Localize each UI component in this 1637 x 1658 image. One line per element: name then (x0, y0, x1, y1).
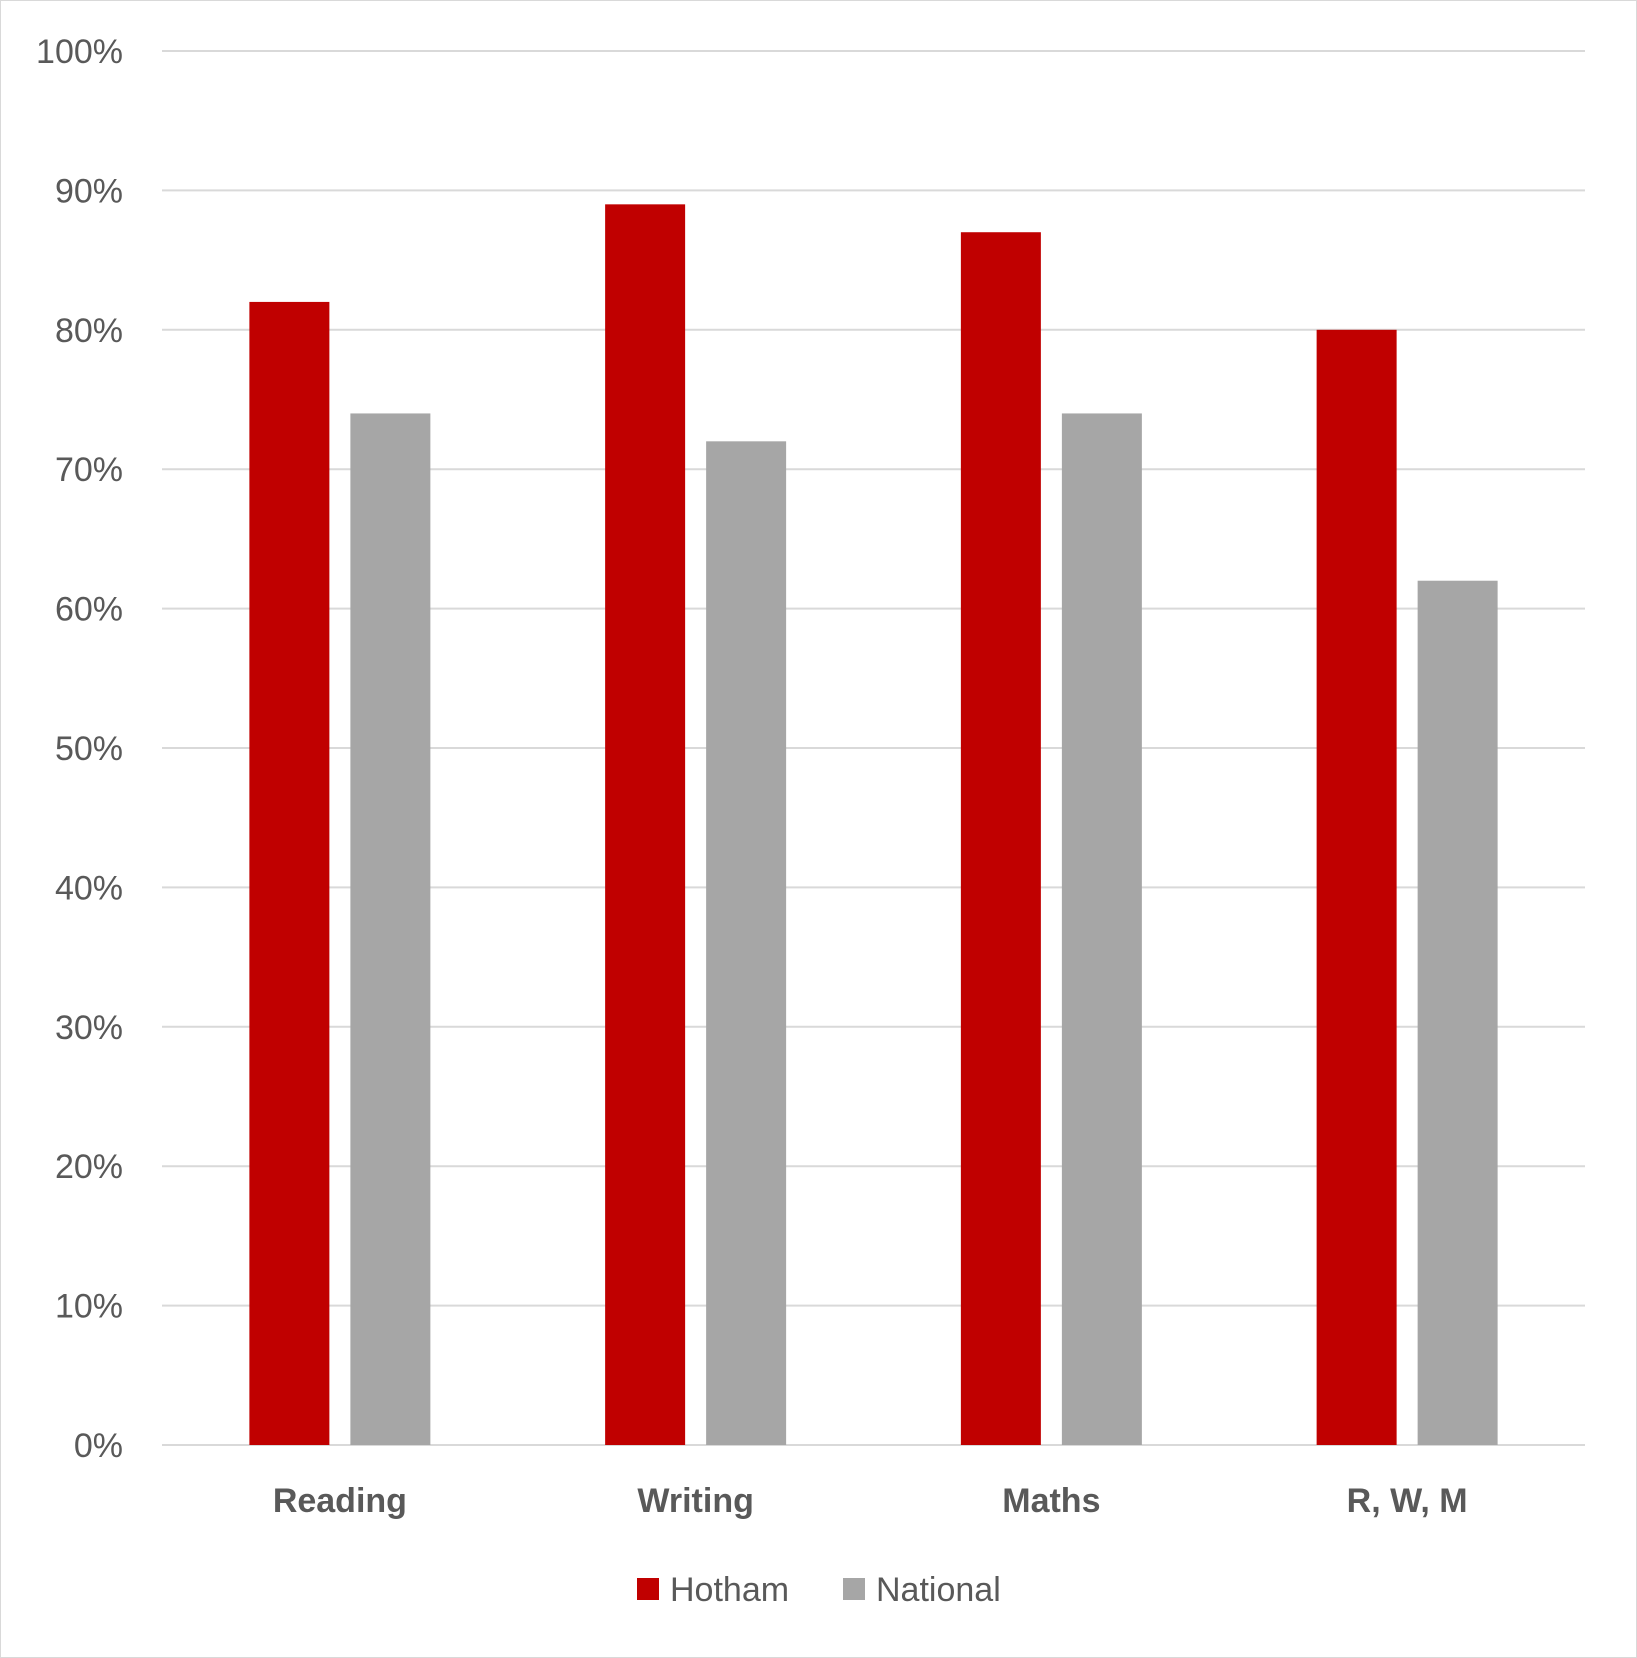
bar-national-3 (1417, 580, 1498, 1445)
y-tick-label: 100% (36, 33, 123, 71)
category-label: R, W, M (1347, 1482, 1468, 1520)
bar-hotham-0 (249, 301, 330, 1445)
bar-hotham-1 (605, 204, 686, 1446)
category-label: Maths (1002, 1482, 1100, 1520)
y-tick-label: 0% (74, 1427, 123, 1465)
legend-swatch-national (843, 1578, 865, 1600)
category-label: Writing (637, 1482, 753, 1520)
y-axis-tick-labels: 0% 10% 20% 30% 40% 50% 60% 70% 80% 90% 100% (36, 33, 123, 1465)
category-label: Reading (273, 1482, 407, 1520)
bar-national-2 (1061, 413, 1142, 1446)
legend-label-hotham: Hotham (670, 1571, 789, 1609)
y-tick-label: 10% (55, 1288, 123, 1326)
y-tick-label: 20% (55, 1148, 123, 1186)
y-tick-label: 80% (55, 312, 123, 350)
legend-label-national: National (876, 1571, 1001, 1609)
legend-swatch-hotham (637, 1578, 659, 1600)
bar-hotham-2 (960, 232, 1041, 1446)
bar-national-0 (350, 413, 431, 1446)
y-tick-label: 30% (55, 1009, 123, 1047)
y-tick-label: 50% (55, 730, 123, 768)
category-labels: Reading Writing Maths R, W, M (273, 1482, 1468, 1520)
bar-national-1 (706, 441, 787, 1445)
y-tick-label: 90% (55, 172, 123, 210)
y-tick-label: 60% (55, 591, 123, 629)
y-tick-label: 40% (55, 869, 123, 907)
y-tick-label: 70% (55, 451, 123, 489)
legend: Hotham National (637, 1571, 1001, 1609)
bars (249, 204, 1498, 1446)
bar-hotham-3 (1316, 329, 1397, 1445)
